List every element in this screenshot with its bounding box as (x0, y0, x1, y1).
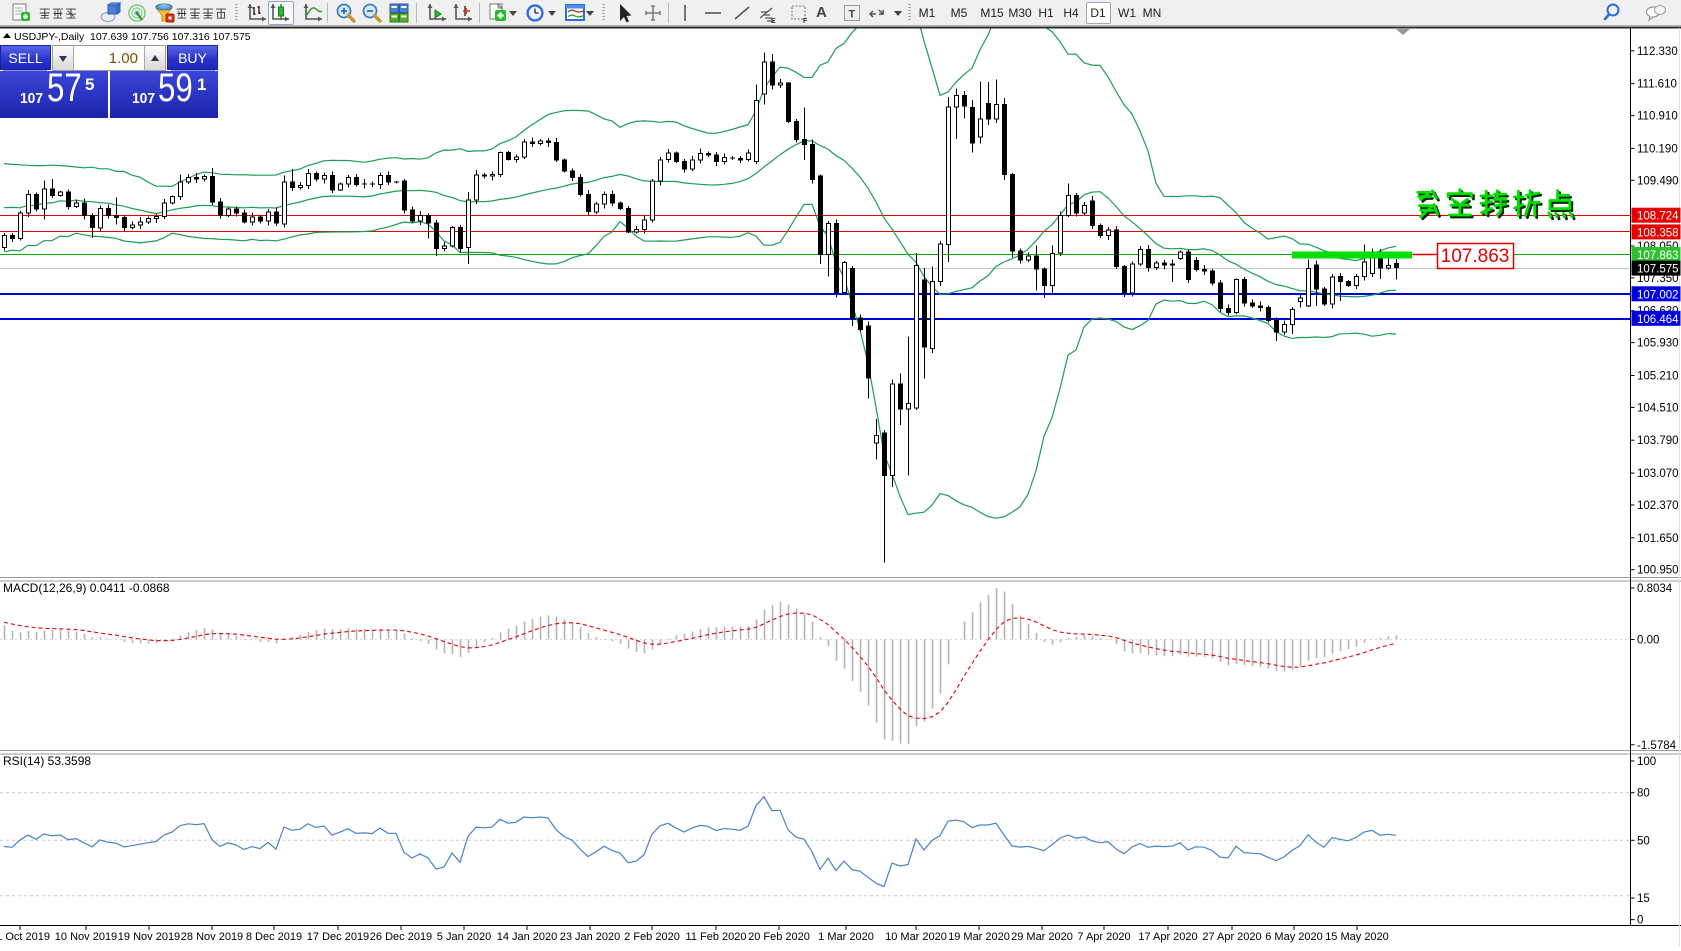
svg-text:28 Nov 2019: 28 Nov 2019 (181, 931, 243, 943)
svg-text:6 May 2020: 6 May 2020 (1265, 931, 1322, 943)
svg-text:-1.5784: -1.5784 (1637, 740, 1677, 752)
svg-text:0.8034: 0.8034 (1637, 583, 1673, 595)
svg-text:10 Nov 2019: 10 Nov 2019 (55, 931, 117, 943)
svg-text:11 Feb 2020: 11 Feb 2020 (686, 931, 747, 943)
svg-text:20 Feb 2020: 20 Feb 2020 (748, 931, 810, 943)
svg-text:50: 50 (1637, 835, 1650, 847)
svg-text:103.790: 103.790 (1637, 435, 1679, 447)
svg-text:107.350: 107.350 (1637, 273, 1679, 285)
svg-text:USDJPY-,Daily 107.639 107.756: USDJPY-,Daily 107.639 107.756 107.316 10… (14, 31, 251, 43)
svg-text:31 Oct 2019: 31 Oct 2019 (0, 931, 50, 943)
svg-text:100.950: 100.950 (1637, 565, 1679, 577)
svg-text:106.464: 106.464 (1637, 314, 1679, 326)
svg-text:8 Dec 2019: 8 Dec 2019 (246, 931, 302, 943)
svg-text:26 Dec 2019: 26 Dec 2019 (370, 931, 432, 943)
svg-text:110.190: 110.190 (1637, 143, 1678, 155)
svg-text:7 Apr 2020: 7 Apr 2020 (1077, 931, 1130, 943)
svg-text:111.610: 111.610 (1637, 79, 1677, 91)
svg-text:MACD(12,26,9) 0.0411 -0.0868: MACD(12,26,9) 0.0411 -0.0868 (3, 581, 170, 595)
svg-text:17 Apr 2020: 17 Apr 2020 (1138, 931, 1197, 943)
svg-text:107.575: 107.575 (1637, 264, 1679, 276)
svg-text:112.330: 112.330 (1637, 46, 1678, 58)
svg-text:107.002: 107.002 (1637, 289, 1679, 301)
svg-text:F: F (803, 18, 808, 24)
svg-text:29 Mar 2020: 29 Mar 2020 (1011, 931, 1073, 943)
svg-text:108.724: 108.724 (1637, 211, 1679, 223)
svg-text:E: E (771, 18, 776, 24)
svg-text:80: 80 (1637, 788, 1650, 800)
svg-text:104.510: 104.510 (1637, 402, 1679, 414)
svg-text:108.358: 108.358 (1637, 227, 1679, 239)
svg-text:107.863: 107.863 (1441, 246, 1510, 267)
svg-text:19 Mar 2020: 19 Mar 2020 (948, 931, 1010, 943)
svg-text:109.490: 109.490 (1637, 175, 1679, 187)
svg-text:15: 15 (1637, 893, 1650, 905)
svg-text:105.210: 105.210 (1637, 371, 1679, 383)
svg-text:19 Nov 2019: 19 Nov 2019 (118, 931, 180, 943)
svg-text:17 Dec 2019: 17 Dec 2019 (307, 931, 369, 943)
svg-text:14 Jan 2020: 14 Jan 2020 (497, 931, 558, 943)
svg-text:100: 100 (1637, 756, 1656, 768)
svg-text:23 Jan 2020: 23 Jan 2020 (560, 931, 621, 943)
svg-text:107.863: 107.863 (1637, 250, 1679, 262)
svg-text:102.370: 102.370 (1637, 500, 1679, 512)
svg-text:27 Apr 2020: 27 Apr 2020 (1202, 931, 1261, 943)
svg-text:T: T (849, 9, 856, 21)
svg-text:105.930: 105.930 (1637, 338, 1679, 350)
svg-text:10 Mar 2020: 10 Mar 2020 (885, 931, 947, 943)
svg-text:15 May 2020: 15 May 2020 (1325, 931, 1389, 943)
svg-text:0: 0 (1637, 915, 1643, 927)
svg-text:5 Jan 2020: 5 Jan 2020 (437, 931, 491, 943)
svg-text:0.00: 0.00 (1637, 635, 1659, 647)
svg-text:101.650: 101.650 (1637, 533, 1679, 545)
svg-text:2 Feb 2020: 2 Feb 2020 (624, 931, 680, 943)
svg-text:110.910: 110.910 (1637, 111, 1678, 123)
svg-text:1 Mar 2020: 1 Mar 2020 (818, 931, 874, 943)
svg-text:RSI(14) 53.3598: RSI(14) 53.3598 (3, 754, 91, 768)
svg-text:103.070: 103.070 (1637, 468, 1679, 480)
